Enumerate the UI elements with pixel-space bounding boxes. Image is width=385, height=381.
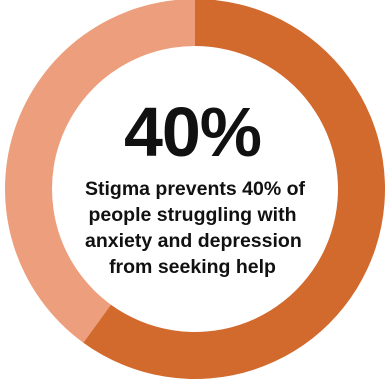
donut-slice: [5, 0, 195, 343]
donut-slice: [83, 0, 385, 379]
